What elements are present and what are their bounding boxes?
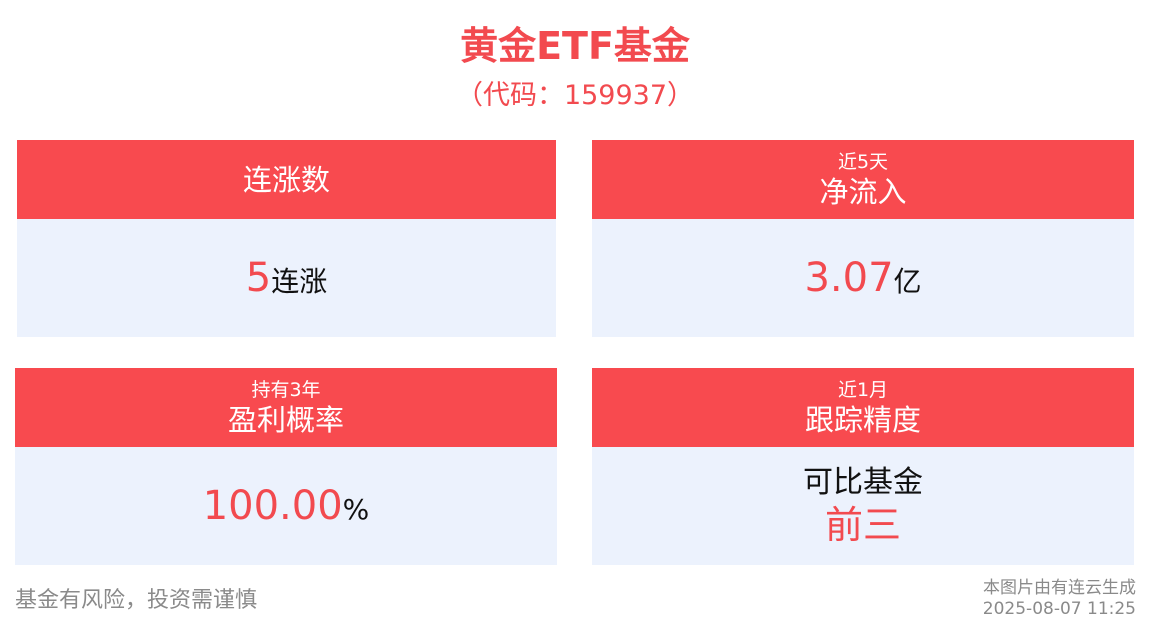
streak-value-unit: 连涨 [271, 265, 328, 298]
inflow-card-header: 近5天 净流入 [592, 140, 1134, 219]
streak-card-body: 5连涨 [17, 219, 556, 337]
streak-value: 5连涨 [246, 253, 327, 303]
profit-value-unit: % [342, 493, 370, 526]
tracking-card: 近1月 跟踪精度 可比基金 前三 [592, 368, 1134, 565]
tracking-value-label: 可比基金 [803, 465, 923, 500]
generated-timestamp: 2025-08-07 11:25 [982, 599, 1136, 619]
tracking-card-title: 跟踪精度 [804, 402, 921, 437]
inflow-value-unit: 亿 [893, 265, 922, 298]
inflow-card-title: 净流入 [819, 174, 907, 209]
streak-card-title: 连涨数 [242, 162, 330, 197]
streak-card-header: 连涨数 [17, 140, 556, 219]
inflow-value-number: 3.07 [804, 255, 894, 301]
generation-info: 本图片由有连云生成 2025-08-07 11:25 [983, 578, 1136, 620]
profit-card-body: 100.00% [15, 447, 557, 565]
risk-disclaimer: 基金有风险，投资需谨慎 [15, 588, 258, 613]
fund-code: （代码：159937） [455, 80, 695, 111]
profit-card-header: 持有3年 盈利概率 [15, 368, 557, 447]
tracking-card-body: 可比基金 前三 [592, 447, 1134, 565]
profit-card-period: 持有3年 [251, 378, 321, 401]
tracking-card-header: 近1月 跟踪精度 [592, 368, 1134, 447]
profit-card-title: 盈利概率 [227, 402, 344, 437]
generated-by-text: 本图片由有连云生成 [983, 578, 1136, 598]
profit-card: 持有3年 盈利概率 100.00% [15, 368, 557, 565]
profit-value: 100.00% [203, 481, 370, 531]
tracking-card-period: 近1月 [837, 378, 889, 401]
profit-value-number: 100.00 [202, 483, 343, 529]
inflow-card: 近5天 净流入 3.07亿 [592, 140, 1134, 337]
streak-value-number: 5 [245, 255, 272, 301]
inflow-card-body: 3.07亿 [592, 219, 1134, 337]
inflow-card-period: 近5天 [837, 150, 889, 173]
page-title: 黄金ETF基金 [460, 24, 690, 68]
tracking-value-rank: 前三 [824, 503, 901, 547]
streak-card: 连涨数 5连涨 [17, 140, 556, 337]
inflow-value: 3.07亿 [804, 253, 921, 303]
